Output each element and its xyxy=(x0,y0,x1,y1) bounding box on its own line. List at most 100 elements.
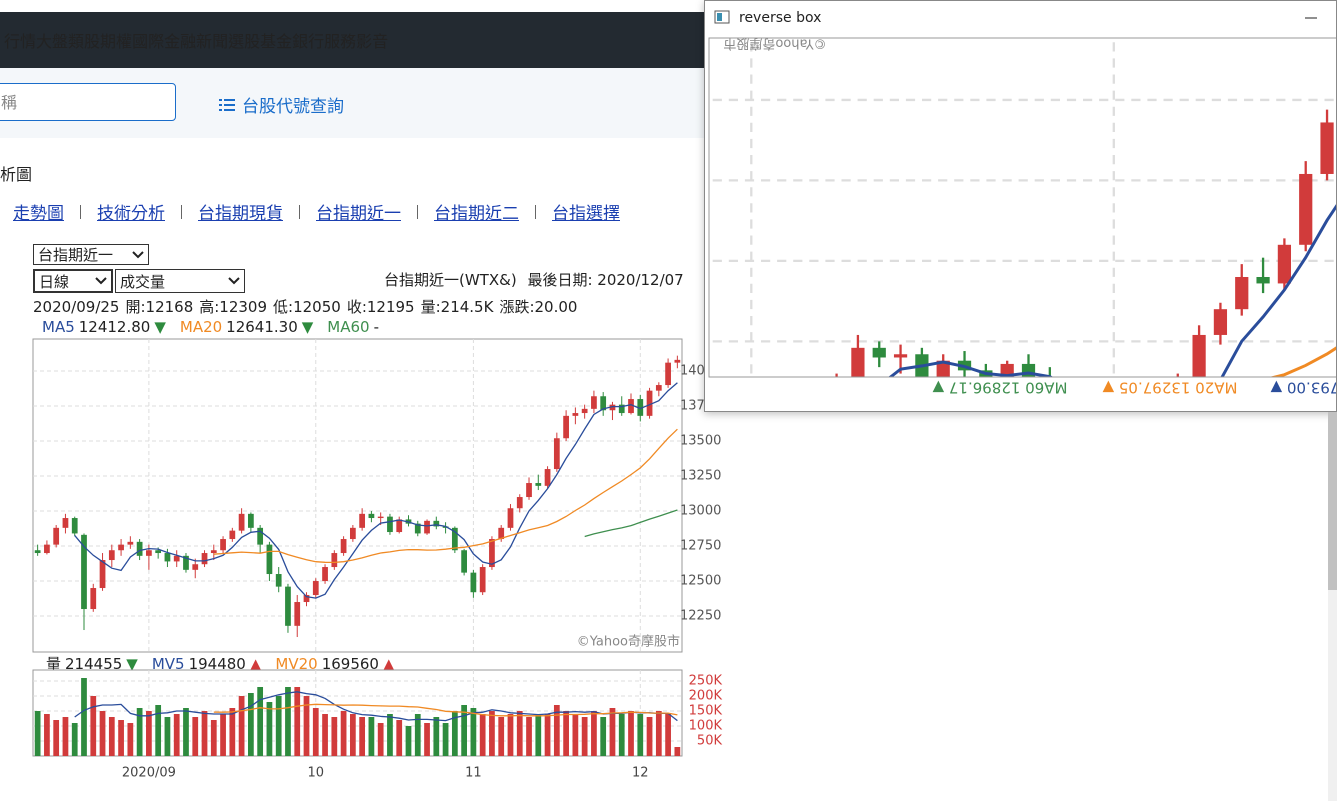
link-text[interactable]: 台股代號查詢 xyxy=(242,97,344,117)
volume-bar xyxy=(136,708,143,756)
volume-bar xyxy=(183,708,189,756)
y-tick-label: 12500 xyxy=(680,574,721,589)
legend-arrow: ▼ xyxy=(126,655,138,673)
volume-bar xyxy=(618,714,625,756)
volume-bar xyxy=(201,711,208,756)
volume-bar xyxy=(387,714,393,756)
volume-bar xyxy=(266,702,273,756)
nav-item[interactable]: 國際金融 xyxy=(132,32,197,51)
volume-bar xyxy=(433,717,440,756)
info-item: 漲跌:20.00 xyxy=(499,298,578,316)
candle-body xyxy=(498,527,505,540)
volume-bar xyxy=(507,714,514,756)
candle-body xyxy=(516,497,523,509)
contract-name: 台指期近一(WTX&) xyxy=(384,271,517,289)
nav-item[interactable]: 新聞 xyxy=(196,32,229,51)
volume-bar xyxy=(164,717,171,756)
volume-bar xyxy=(637,714,644,756)
candle-body xyxy=(173,555,180,562)
candle-body xyxy=(303,595,310,603)
volume-bar xyxy=(368,717,375,756)
tab-link[interactable]: 台指期現貨 xyxy=(198,204,283,224)
volume-bar xyxy=(405,726,412,756)
separator xyxy=(417,204,418,219)
legend-name: MV5 xyxy=(151,655,185,673)
candle-body xyxy=(331,553,338,568)
section-title: 析圖 xyxy=(0,165,33,184)
candle-body xyxy=(461,550,467,573)
candle-body xyxy=(349,527,356,540)
nav-item[interactable]: 銀行服務 xyxy=(292,32,357,51)
reverse-legend: 793.00 ▼ xyxy=(1270,379,1337,397)
x-tick-label: 10 xyxy=(308,766,325,781)
nav-item[interactable]: 影音 xyxy=(356,32,389,51)
scrollbar-thumb[interactable] xyxy=(1328,412,1337,590)
tab-link[interactable]: 台指選擇 xyxy=(552,204,620,224)
scrollbar-track[interactable] xyxy=(1328,412,1337,801)
candle-body xyxy=(655,385,662,391)
separator xyxy=(181,204,182,219)
candle-body xyxy=(674,359,681,363)
candle-body xyxy=(618,404,625,414)
info-item: 開:12168 xyxy=(125,298,194,316)
period-select[interactable]: 日線 xyxy=(33,269,113,293)
nav-item[interactable]: 行情 xyxy=(4,32,37,51)
nav-item[interactable]: 類股 xyxy=(68,32,101,51)
volume-bar xyxy=(377,723,384,756)
volume-bar xyxy=(526,717,532,756)
search-input[interactable]: 稱 xyxy=(0,83,176,121)
x-tick-label: 12 xyxy=(632,766,649,781)
candle-body xyxy=(257,527,264,545)
indicator-select[interactable]: 成交量 xyxy=(115,269,245,293)
volume-bar xyxy=(655,711,662,756)
volume-bar xyxy=(442,723,449,756)
legend-value: 12641.30 xyxy=(226,318,298,336)
y-tick-label: 100K xyxy=(689,719,723,734)
candle-body xyxy=(285,586,291,626)
candle-body xyxy=(563,415,569,439)
nav-item[interactable]: 大盤 xyxy=(36,32,69,51)
candle-body xyxy=(44,544,50,554)
nav-item[interactable]: 期權 xyxy=(100,32,133,51)
candle-body xyxy=(146,550,152,556)
nav-item[interactable]: 選股 xyxy=(228,32,261,51)
contract-select[interactable]: 台指期近一 xyxy=(33,244,149,265)
volume-bar xyxy=(118,720,124,756)
candle-body xyxy=(637,399,644,416)
volume-bar xyxy=(591,711,597,756)
y-tick-label: 12250 xyxy=(680,609,721,624)
volume-bar xyxy=(489,711,495,756)
separator xyxy=(80,204,81,219)
tab-link[interactable]: 台指期近一 xyxy=(316,204,401,224)
tab-link[interactable]: 走勢圖 xyxy=(13,204,64,224)
volume-bar xyxy=(535,714,542,756)
reverse-view xyxy=(709,38,1336,377)
candle-body xyxy=(359,513,366,528)
info-item: 高:12309 xyxy=(199,298,268,316)
legend-name: MA5 xyxy=(42,318,75,336)
candle-body xyxy=(665,362,671,386)
candle-body xyxy=(118,544,124,551)
watermark: ©Yahoo奇摩股市 xyxy=(577,634,680,650)
y-tick-label: 150K xyxy=(689,704,723,719)
chevron xyxy=(95,277,107,285)
candle-body xyxy=(192,564,199,570)
volume-bar xyxy=(220,714,226,756)
legend-name: MA60 xyxy=(327,318,370,336)
volume-bar xyxy=(312,708,319,756)
volume-bar xyxy=(248,693,254,756)
legend-value: 12412.80 xyxy=(78,318,151,336)
tab-link[interactable]: 台指期近二 xyxy=(434,204,519,224)
code-lookup-link[interactable]: 台股代號查詢 xyxy=(218,92,344,117)
volume-bar xyxy=(229,708,236,756)
volume-bar xyxy=(553,705,560,756)
nav-item[interactable]: 基金 xyxy=(260,32,293,51)
volume-bar xyxy=(90,696,97,756)
y-tick-label: 13500 xyxy=(680,434,721,449)
info-item: 量:214.5K xyxy=(420,298,494,316)
tab-link[interactable]: 技術分析 xyxy=(97,204,165,224)
reverse-watermark: ©Yahoo奇摩股市 xyxy=(723,36,826,52)
y-tick-label: 13000 xyxy=(680,504,721,519)
volume-bar xyxy=(155,705,162,756)
